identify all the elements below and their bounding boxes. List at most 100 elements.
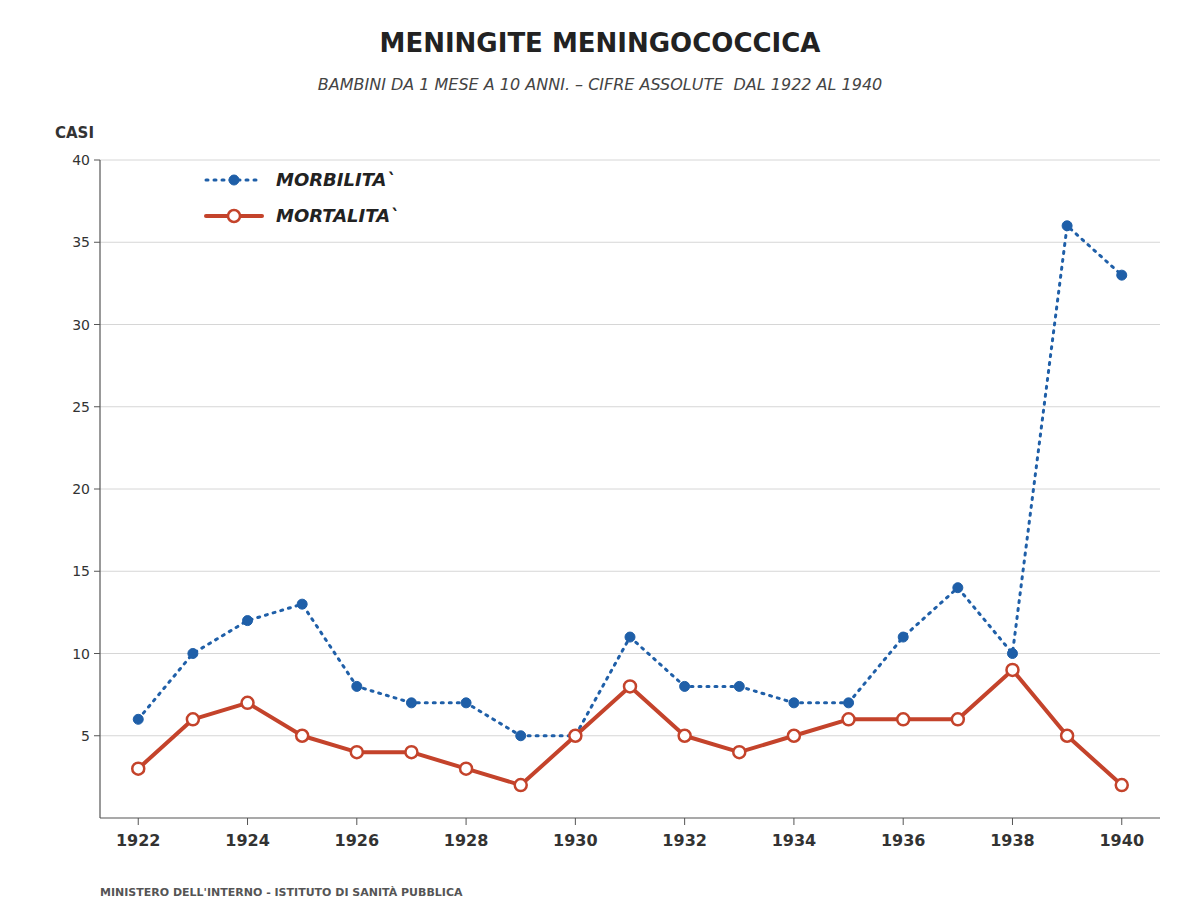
point	[624, 680, 636, 692]
point	[734, 681, 744, 691]
line	[138, 226, 1122, 736]
legend: MORBILITA` MORTALITA`	[206, 169, 399, 226]
point	[789, 698, 799, 708]
x-tick-label: 1938	[990, 831, 1035, 850]
x-axis	[100, 817, 1160, 818]
point	[844, 698, 854, 708]
point	[405, 746, 417, 758]
legend-marker	[229, 175, 239, 185]
y-tick-label: 15	[72, 563, 90, 579]
x-tick	[356, 818, 357, 825]
y-tick	[94, 160, 100, 161]
y-tick	[94, 324, 100, 325]
point	[242, 697, 254, 709]
x-tick-label: 1934	[772, 831, 817, 850]
point	[679, 730, 691, 742]
point	[187, 713, 199, 725]
x-tick	[138, 818, 139, 825]
point	[351, 746, 363, 758]
grid-line	[100, 653, 1160, 654]
point	[461, 698, 471, 708]
grid	[100, 160, 1160, 736]
x-tick-label: 1928	[444, 831, 489, 850]
point	[843, 713, 855, 725]
x-tick-label: 1940	[1099, 831, 1144, 850]
y-tick	[94, 489, 100, 490]
point	[569, 730, 581, 742]
point	[188, 649, 198, 659]
point	[625, 632, 635, 642]
point	[1117, 270, 1127, 280]
grid-line	[100, 406, 1160, 407]
y-tick	[94, 735, 100, 736]
point	[460, 763, 472, 775]
y-axis-label: CASI	[55, 124, 94, 142]
chart: MENINGITE MENINGOCOCCICA BAMBINI DA 1 MES…	[0, 0, 1200, 918]
point	[1006, 664, 1018, 676]
point	[1007, 649, 1017, 659]
point	[1116, 779, 1128, 791]
y-tick	[94, 571, 100, 572]
x-tick	[903, 818, 904, 825]
y-tick-label: 30	[72, 317, 90, 333]
x-tick-label: 1932	[662, 831, 707, 850]
point	[570, 731, 580, 741]
point	[132, 763, 144, 775]
series	[132, 664, 1128, 791]
legend-marker	[228, 210, 240, 222]
point	[788, 730, 800, 742]
point	[898, 632, 908, 642]
point	[1062, 221, 1072, 231]
point	[1061, 730, 1073, 742]
x-tick	[466, 818, 467, 825]
footer: MINISTERO DELL'INTERNO - ISTITUTO DI SAN…	[100, 886, 463, 899]
legend-label: MORBILITA`	[276, 169, 395, 190]
point	[952, 713, 964, 725]
grid-line	[100, 571, 1160, 572]
x-tick	[1012, 818, 1013, 825]
y-tick-label: 10	[72, 646, 90, 662]
x-tick-label: 1922	[116, 831, 161, 850]
x-tick	[1121, 818, 1122, 825]
x-tick-label: 1926	[335, 831, 380, 850]
y-tick-label: 25	[72, 399, 90, 415]
grid-line	[100, 324, 1160, 325]
x-tick	[575, 818, 576, 825]
x-tick-label: 1936	[881, 831, 926, 850]
x-tick-label: 1924	[225, 831, 270, 850]
y-tick	[94, 406, 100, 407]
grid-line	[100, 242, 1160, 243]
point	[953, 583, 963, 593]
x-tick	[684, 818, 685, 825]
grid-line	[100, 160, 1160, 161]
point	[515, 779, 527, 791]
y-tick-label: 5	[81, 728, 90, 744]
y-axis	[99, 160, 100, 818]
line	[138, 670, 1122, 785]
grid-line	[100, 735, 1160, 736]
point	[133, 714, 143, 724]
y-tick	[94, 242, 100, 243]
point	[297, 599, 307, 609]
plot-area	[132, 221, 1128, 791]
grid-line	[100, 489, 1160, 490]
point	[352, 681, 362, 691]
y-tick	[94, 653, 100, 654]
point	[243, 616, 253, 626]
title: MENINGITE MENINGOCOCCICA	[380, 28, 821, 58]
legend-label: MORTALITA`	[276, 205, 399, 226]
point	[406, 698, 416, 708]
y-tick-label: 20	[72, 481, 90, 497]
point	[733, 746, 745, 758]
y-tick-label: 40	[72, 152, 90, 168]
series	[133, 221, 1127, 741]
x-tick-label: 1930	[553, 831, 598, 850]
y-tick-label: 35	[72, 234, 90, 250]
point	[516, 731, 526, 741]
subtitle: BAMBINI DA 1 MESE A 10 ANNI. – CIFRE ASS…	[318, 75, 883, 94]
point	[296, 730, 308, 742]
x-tick	[793, 818, 794, 825]
point	[897, 713, 909, 725]
x-tick	[247, 818, 248, 825]
point	[680, 681, 690, 691]
